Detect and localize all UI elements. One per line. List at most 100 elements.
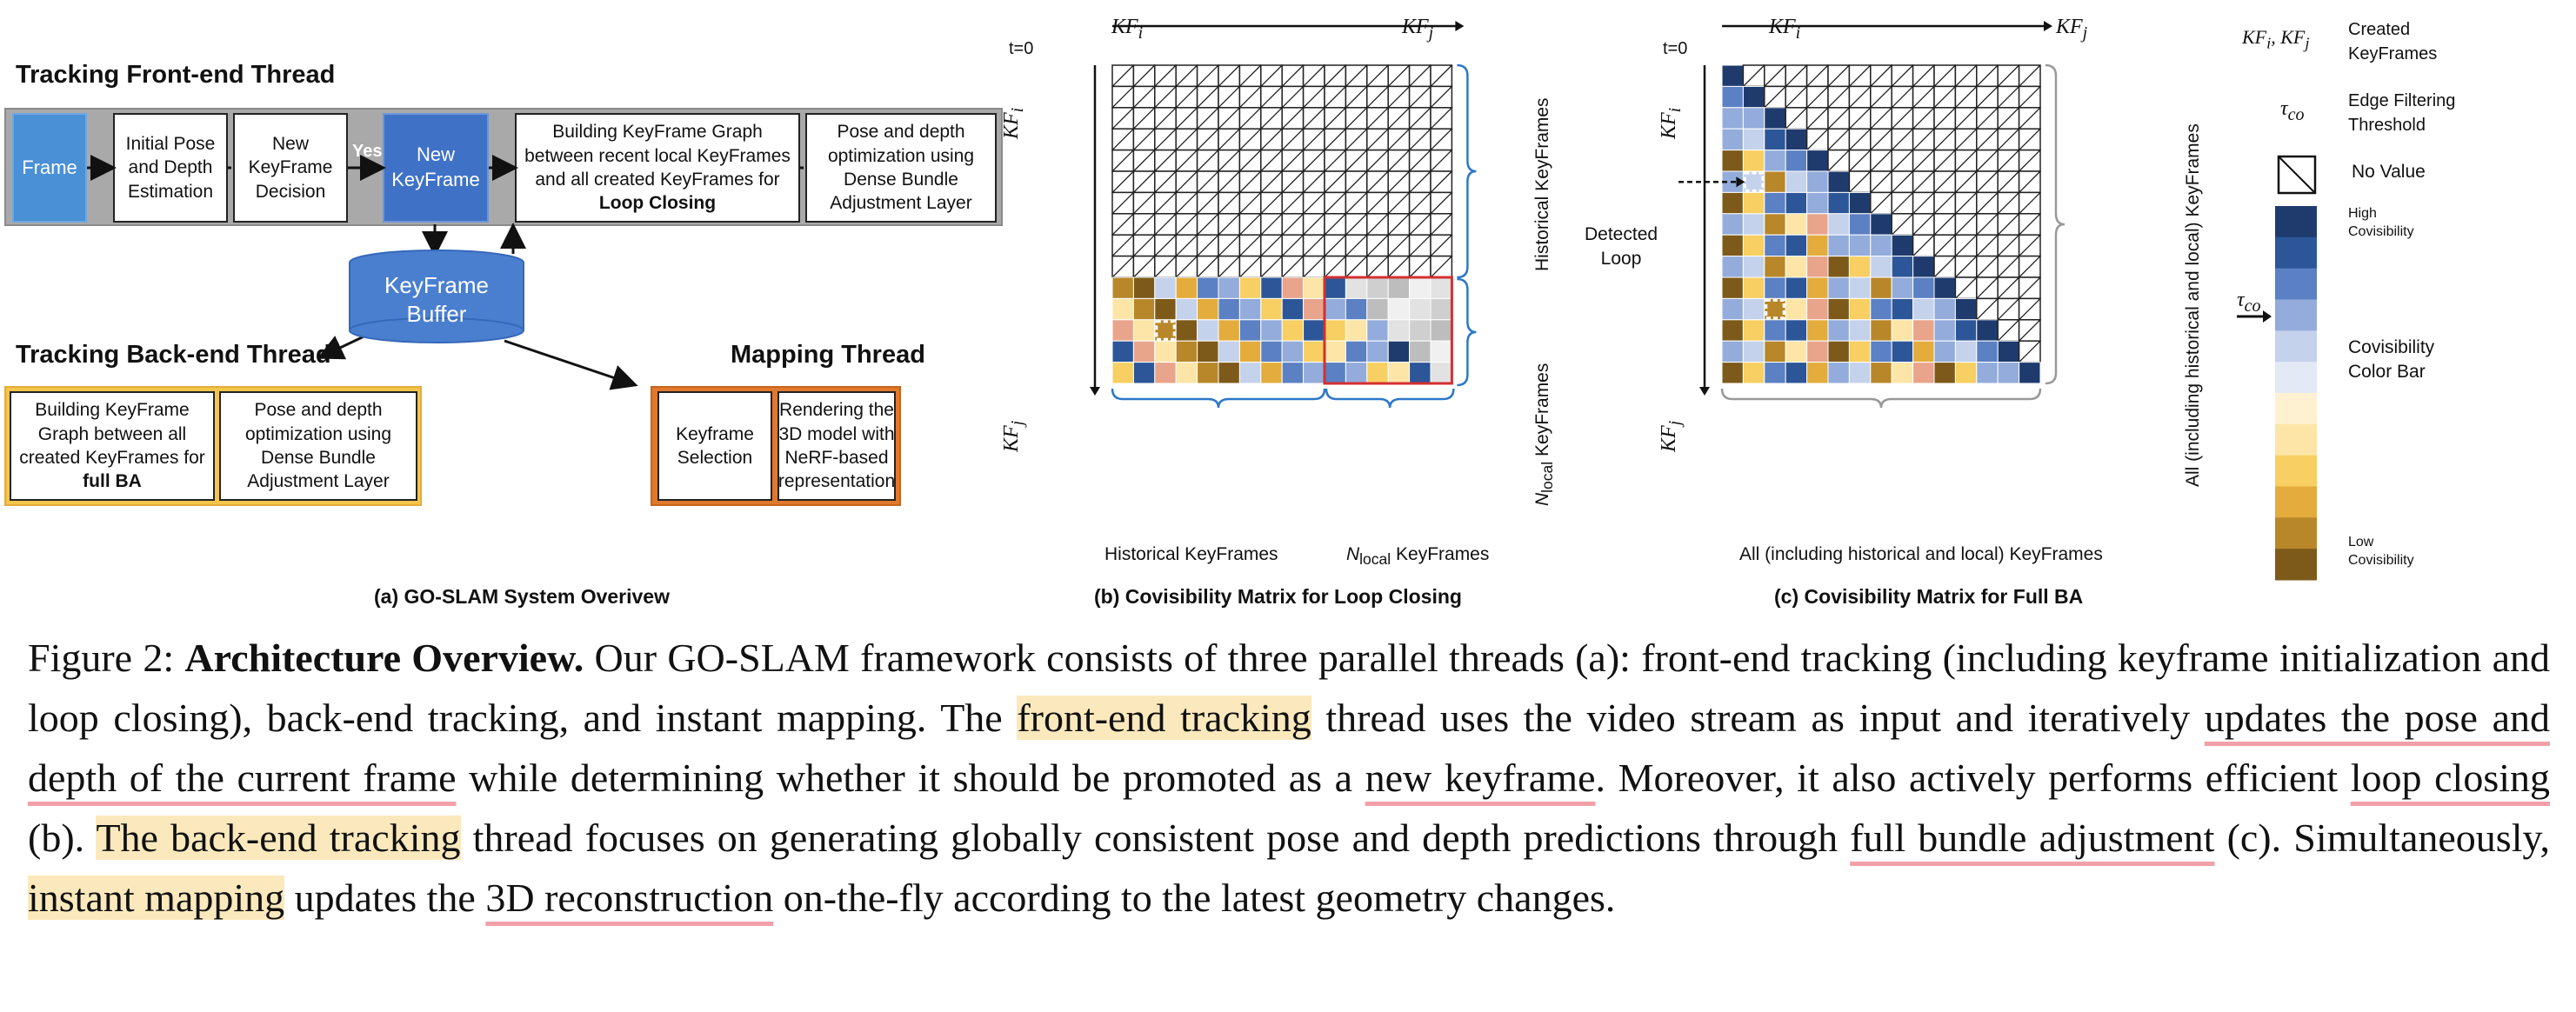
empty-cell-diagonal bbox=[1154, 234, 1177, 257]
matrix-cell bbox=[1764, 107, 1786, 130]
b-kfj-sub: j bbox=[1428, 23, 1434, 43]
empty-cell-diagonal bbox=[1976, 64, 1999, 87]
loop-highlight bbox=[1765, 298, 1785, 320]
empty-cell-diagonal bbox=[1345, 234, 1368, 257]
caption-bold: Architecture Overview. bbox=[184, 636, 584, 680]
empty-cell-diagonal bbox=[1366, 191, 1389, 215]
empty-cell-diagonal bbox=[1260, 85, 1283, 109]
empty-cell-diagonal bbox=[1933, 213, 1956, 236]
empty-cell-diagonal bbox=[1281, 256, 1305, 278]
empty-cell-diagonal bbox=[1976, 191, 1999, 215]
matrix-cell bbox=[1848, 319, 1872, 342]
empty-cell-diagonal bbox=[1976, 234, 1999, 257]
matrix-cell bbox=[1933, 297, 1956, 321]
empty-cell-diagonal bbox=[1303, 64, 1325, 87]
empty-cell-diagonal bbox=[2019, 319, 2041, 342]
b-kfj-side-text: KF bbox=[1000, 425, 1023, 452]
empty-cell-diagonal bbox=[1345, 128, 1368, 151]
matrix-cell bbox=[1848, 256, 1872, 278]
empty-cell-diagonal bbox=[1111, 234, 1134, 257]
colorbar-swatch bbox=[2275, 268, 2317, 300]
no-value-label: No Value bbox=[2352, 162, 2426, 182]
matrix-cell bbox=[1785, 340, 1808, 363]
empty-cell-diagonal bbox=[1260, 128, 1283, 151]
matrix-cell bbox=[1324, 319, 1346, 342]
matrix-cell bbox=[1870, 213, 1892, 236]
c-kfi-sub: i bbox=[1795, 23, 1801, 43]
empty-cell-diagonal bbox=[1912, 150, 1935, 172]
empty-cell-diagonal bbox=[1111, 128, 1134, 151]
matrix-cell bbox=[1848, 362, 1872, 384]
empty-cell-diagonal bbox=[1175, 128, 1198, 151]
matrix-cell bbox=[1785, 150, 1808, 172]
b-right-local-sub: local bbox=[1538, 461, 1557, 493]
empty-cell-diagonal bbox=[1976, 256, 1999, 278]
matrix-cell bbox=[1175, 276, 1198, 299]
matrix-cell bbox=[1132, 319, 1156, 342]
empty-cell-diagonal bbox=[1281, 213, 1305, 236]
detected-loop-highlight bbox=[1743, 171, 1765, 192]
matrix-cell bbox=[1764, 150, 1786, 172]
caption-s6: thread focuses on generating globally co… bbox=[460, 816, 1851, 860]
bottom-brace-all bbox=[1720, 388, 2042, 409]
empty-cell-diagonal bbox=[1954, 170, 1978, 193]
empty-cell-diagonal bbox=[2019, 150, 2041, 172]
empty-cell-diagonal bbox=[1303, 256, 1325, 278]
matrix-cell bbox=[1238, 276, 1262, 299]
empty-cell-diagonal bbox=[2019, 256, 2041, 278]
empty-cell-diagonal bbox=[1912, 170, 1935, 193]
caption-s2: thread uses the video stream as input an… bbox=[1311, 696, 2205, 740]
legend-created: Created KeyFrames bbox=[2348, 17, 2437, 66]
matrix-cell bbox=[1324, 297, 1346, 321]
matrix-cell bbox=[1827, 256, 1850, 278]
colorbar-swatch bbox=[2275, 393, 2317, 425]
matrix-cell bbox=[1933, 340, 1956, 363]
empty-cell-diagonal bbox=[1409, 213, 1431, 236]
c-kfj-side: KFj bbox=[1658, 421, 1685, 452]
matrix-cell bbox=[1891, 319, 1914, 342]
empty-cell-diagonal bbox=[1848, 64, 1872, 87]
matrix-cell bbox=[1912, 297, 1935, 321]
matrix-cell bbox=[1806, 256, 1829, 278]
empty-cell-diagonal bbox=[1197, 234, 1219, 257]
empty-cell-diagonal bbox=[1366, 64, 1389, 87]
empty-cell-diagonal bbox=[1132, 170, 1156, 193]
loop-closing-bold: Loop Closing bbox=[598, 193, 717, 214]
empty-cell-diagonal bbox=[1997, 234, 2020, 257]
matrix-cell bbox=[1912, 276, 1935, 299]
empty-cell-diagonal bbox=[1827, 128, 1850, 151]
empty-cell-diagonal bbox=[1848, 107, 1872, 130]
empty-cell-diagonal bbox=[1345, 170, 1368, 193]
matrix-cell bbox=[1870, 362, 1892, 384]
bottom-brace-historical bbox=[1111, 388, 1326, 409]
b-kfj-text: KF bbox=[1402, 16, 1429, 38]
matrix-cell bbox=[1197, 319, 1219, 342]
empty-cell-diagonal bbox=[1218, 191, 1240, 215]
colorbar-swatch bbox=[2275, 423, 2317, 456]
empty-cell-diagonal bbox=[1997, 191, 2020, 215]
empty-cell-diagonal bbox=[1132, 213, 1156, 236]
empty-cell-diagonal bbox=[1933, 128, 1956, 151]
colorbar-swatch bbox=[2275, 362, 2317, 394]
colorbar-swatch bbox=[2275, 455, 2317, 487]
empty-cell-diagonal bbox=[2019, 128, 2041, 151]
matrix-cell bbox=[1238, 319, 1262, 342]
caption-underline-new-keyframe: new keyframe bbox=[1365, 756, 1596, 800]
empty-cell-diagonal bbox=[1742, 64, 1765, 87]
matrix-cell bbox=[1303, 362, 1325, 384]
matrix-cell bbox=[1806, 150, 1829, 172]
empty-cell-diagonal bbox=[1954, 150, 1978, 172]
empty-cell-diagonal bbox=[1827, 107, 1850, 130]
empty-cell-diagonal bbox=[2019, 234, 2041, 257]
empty-cell-diagonal bbox=[1785, 85, 1808, 109]
empty-cell-diagonal bbox=[1870, 107, 1892, 130]
legend-kf: KFi, KFj bbox=[2242, 26, 2310, 52]
empty-cell-diagonal bbox=[2019, 85, 2041, 109]
matrix-cell bbox=[1721, 85, 1744, 109]
empty-cell-diagonal bbox=[1409, 64, 1431, 87]
matrix-cell bbox=[1430, 319, 1452, 342]
empty-cell-diagonal bbox=[1430, 234, 1452, 257]
empty-cell-diagonal bbox=[1933, 150, 1956, 172]
local-window-frame bbox=[1323, 276, 1453, 385]
empty-cell-diagonal bbox=[1175, 170, 1198, 193]
